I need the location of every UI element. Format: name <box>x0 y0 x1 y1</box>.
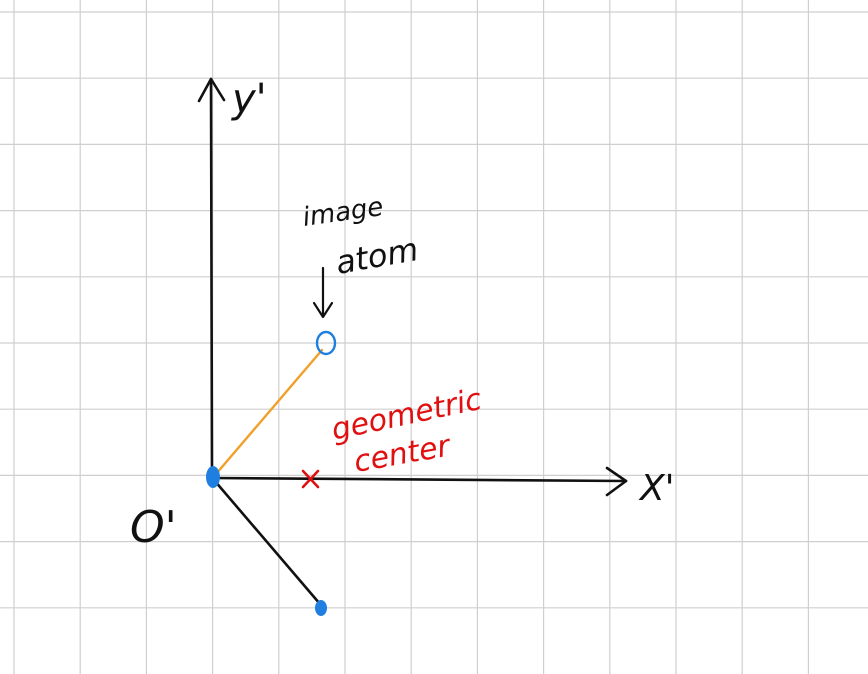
origin-atom-icon <box>206 466 220 488</box>
x-axis-line <box>210 476 628 483</box>
image-atom-icon <box>315 330 337 356</box>
geometric-center-cross-icon <box>301 469 320 489</box>
origin-label: O' <box>130 502 177 553</box>
real-bond-line <box>212 478 322 606</box>
image-bond-line <box>214 348 324 476</box>
y-axis-line <box>209 77 214 480</box>
x-axis <box>210 466 628 497</box>
second-atom-icon <box>315 600 327 616</box>
y-axis-label: y' <box>231 76 267 122</box>
x-axis-label: X' <box>638 468 675 509</box>
y-axis-arrowhead <box>197 77 226 103</box>
y-axis <box>197 77 226 480</box>
down-arrow-icon <box>312 266 334 319</box>
x-axis-arrowhead <box>605 466 628 497</box>
